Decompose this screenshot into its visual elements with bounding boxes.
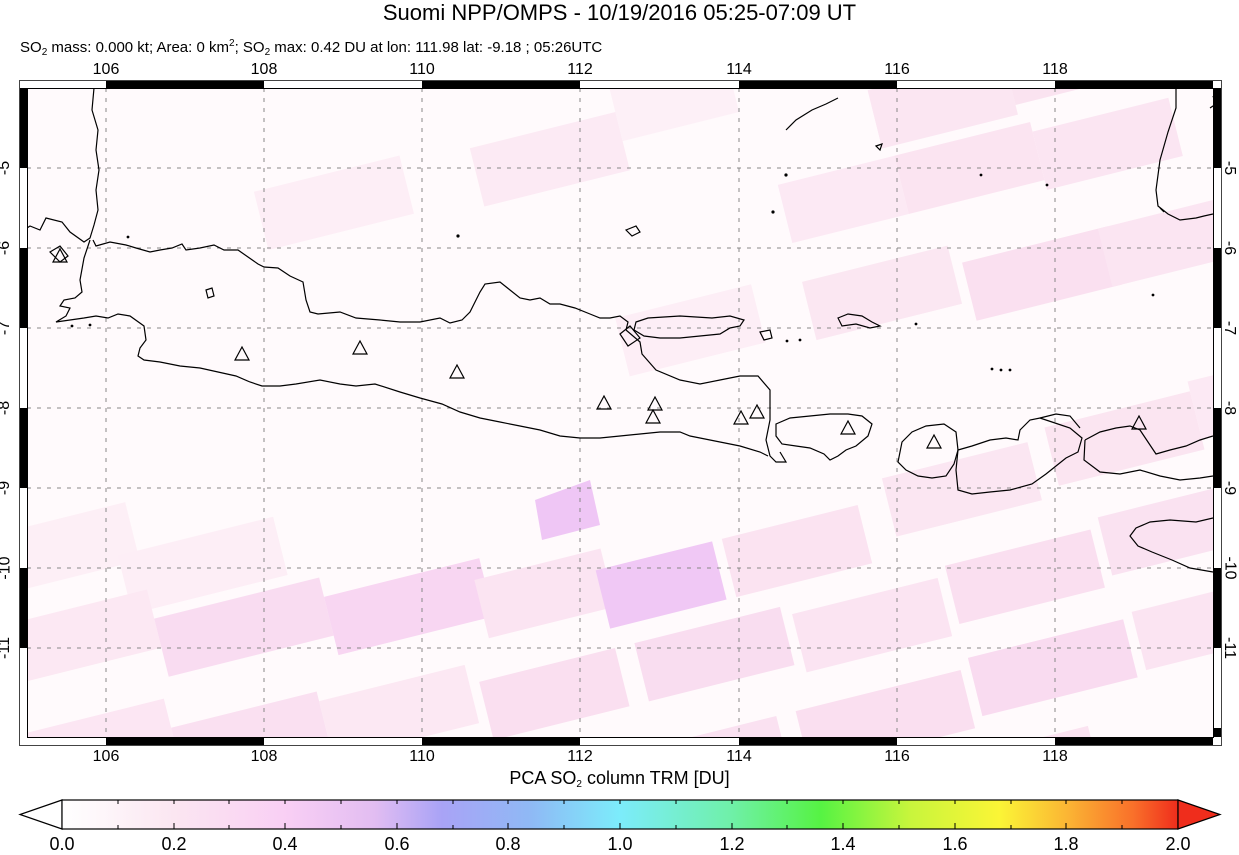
colorbar-title-prefix: PCA SO bbox=[509, 768, 577, 788]
subtitle-max-prefix: ; SO bbox=[234, 39, 265, 56]
lon-tick-label-top: 110 bbox=[409, 61, 435, 78]
lon-tick-label-bottom: 108 bbox=[250, 748, 278, 765]
subtitle-area-superscript: 2 bbox=[229, 38, 235, 49]
graticule bbox=[27, 88, 1213, 737]
subtitle-max-subscript: 2 bbox=[264, 47, 271, 58]
chart-title: Suomi NPP/OMPS - 10/19/2016 05:25-07:09 … bbox=[382, 0, 857, 25]
colorbar-tick-label: 1.2 bbox=[719, 834, 745, 854]
colorbar-tick-label: 1.6 bbox=[942, 834, 968, 854]
lon-tick-label-bottom: 118 bbox=[1042, 748, 1068, 765]
volcano-triangle-icon bbox=[732, 409, 750, 425]
lon-tick-label-bottom: 114 bbox=[726, 748, 752, 765]
colorbar bbox=[18, 799, 1222, 830]
volcano-triangle-icon bbox=[595, 394, 613, 410]
colorbar-tick-label: 1.0 bbox=[607, 834, 633, 854]
colorbar-tick-label: 0.2 bbox=[161, 834, 187, 854]
volcano-triangle-icon bbox=[646, 395, 664, 411]
lon-tick-label-top: 116 bbox=[884, 61, 910, 78]
lon-tick-label-bottom: 106 bbox=[92, 748, 120, 765]
lon-tick-label-bottom: 112 bbox=[567, 748, 593, 765]
colorbar-title: PCA SO2 column TRM [DU] bbox=[0, 767, 1239, 796]
colorbar-tick-label: 0.8 bbox=[495, 834, 521, 854]
volcano-markers bbox=[51, 247, 1148, 449]
subtitle-so2-text: SO bbox=[20, 39, 42, 56]
subtitle-so2-subscript: 2 bbox=[41, 47, 48, 58]
colorbar-tick-label: 1.4 bbox=[830, 834, 856, 854]
colorbar-under-arrow bbox=[18, 799, 63, 830]
lon-tick-label-top: 108 bbox=[250, 61, 278, 78]
colorbar-title-suffix: column TRM [DU] bbox=[581, 768, 730, 788]
volcano-triangle-icon bbox=[233, 345, 251, 361]
lon-tick-label-top: 106 bbox=[92, 61, 120, 78]
volcano-triangle-icon bbox=[839, 419, 857, 435]
lon-tick-label-top: 118 bbox=[1042, 61, 1068, 78]
small-islands bbox=[70, 173, 1155, 372]
lon-tick-label-top: 114 bbox=[726, 61, 752, 78]
colorbar-tick-label: 1.8 bbox=[1053, 834, 1079, 854]
subtitle-mass-area: mass: 0.000 kt; Area: 0 km bbox=[47, 39, 229, 56]
volcano-triangle-icon bbox=[51, 247, 69, 263]
volcano-triangle-icon bbox=[748, 403, 766, 419]
chart-subtitle: SO2 mass: 0.000 kt; Area: 0 km2; SO2 max… bbox=[20, 35, 602, 62]
volcano-triangle-icon bbox=[351, 339, 369, 355]
colorbar-over-arrow bbox=[1177, 799, 1222, 830]
map-frame bbox=[19, 80, 1222, 746]
coastlines bbox=[27, 88, 1213, 573]
colorbar-tick-label: 2.0 bbox=[1165, 834, 1191, 854]
lon-tick-label-top: 112 bbox=[567, 61, 593, 78]
colorbar-tick-label: 0.6 bbox=[384, 834, 410, 854]
so2-max-pixel bbox=[535, 480, 600, 540]
volcano-triangle-icon bbox=[644, 408, 662, 424]
colorbar-title-subscript: 2 bbox=[576, 779, 582, 790]
volcano-triangle-icon bbox=[1130, 414, 1148, 430]
colorbar-tick-label: 0.0 bbox=[49, 834, 75, 854]
subtitle-max-value: max: 0.42 DU at lon: 111.98 lat: -9.18 ;… bbox=[270, 39, 603, 56]
lon-tick-label-bottom: 110 bbox=[409, 748, 435, 765]
volcano-triangle-icon bbox=[448, 363, 466, 379]
volcano-triangle-icon bbox=[925, 433, 943, 449]
colorbar-tick-label: 0.4 bbox=[272, 834, 298, 854]
lon-tick-label-bottom: 116 bbox=[884, 748, 910, 765]
